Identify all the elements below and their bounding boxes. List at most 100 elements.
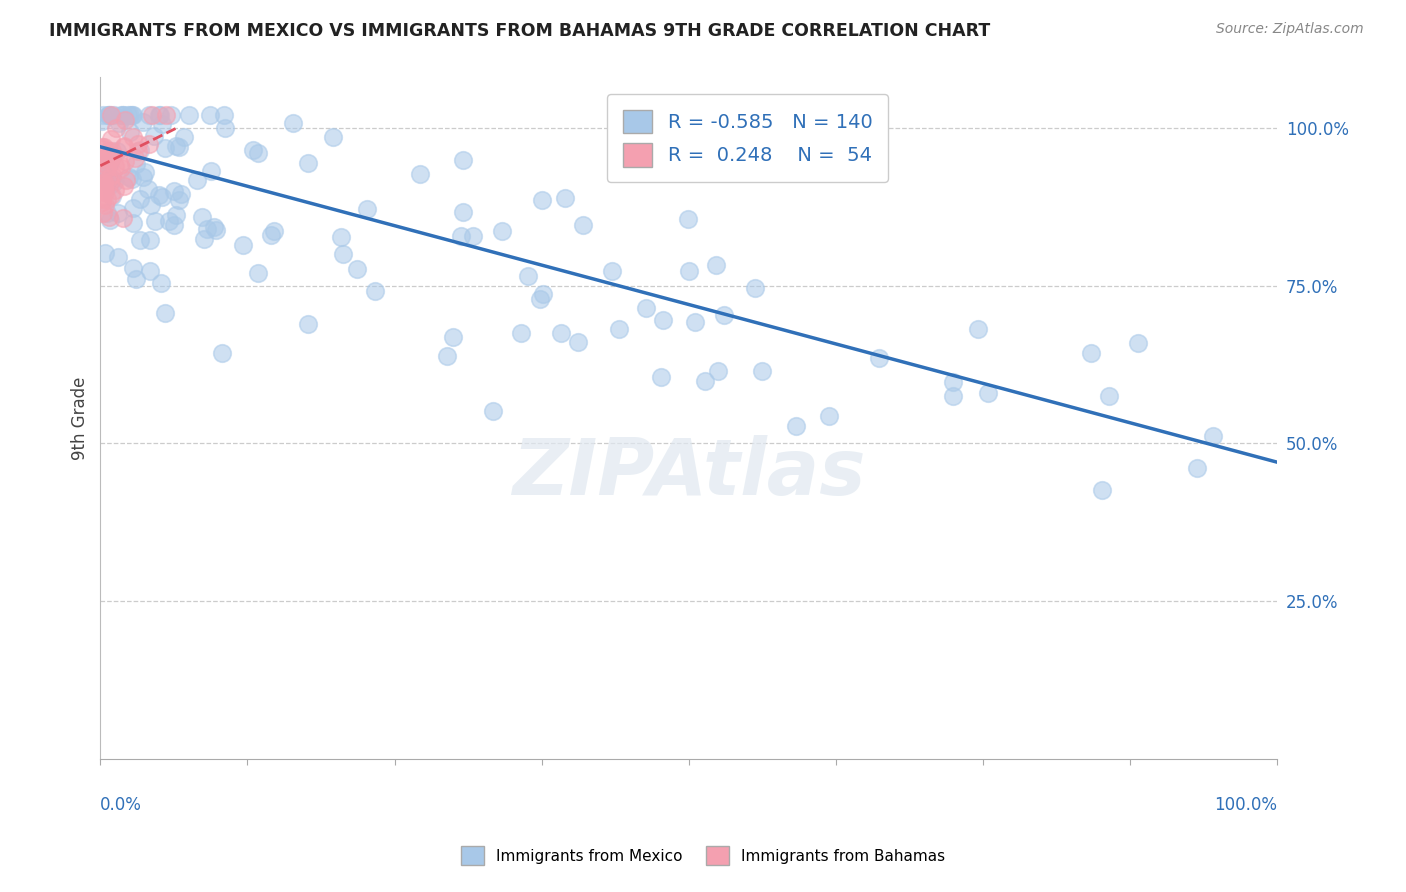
Point <box>97 172 120 186</box>
Point <box>97 108 120 122</box>
Point <box>112 108 135 122</box>
Point <box>242 143 264 157</box>
Point <box>260 227 283 242</box>
Point <box>200 164 222 178</box>
Point <box>98 147 121 161</box>
Point <box>110 108 132 122</box>
Y-axis label: 9th Grade: 9th Grade <box>72 376 89 459</box>
Text: 0.0%: 0.0% <box>100 797 142 814</box>
Point <box>332 247 354 261</box>
Point <box>93 149 115 163</box>
Point <box>134 165 156 179</box>
Point <box>125 272 148 286</box>
Point <box>330 229 353 244</box>
Point <box>167 140 190 154</box>
Point <box>451 153 474 167</box>
Point <box>96 161 118 175</box>
Point <box>195 222 218 236</box>
Point <box>100 174 122 188</box>
Point <box>114 173 136 187</box>
Point <box>118 125 141 139</box>
Legend: R = -0.585   N = 140, R =  0.248    N =  54: R = -0.585 N = 140, R = 0.248 N = 54 <box>607 94 889 182</box>
Text: ZIPAtlas: ZIPAtlas <box>512 434 866 510</box>
Point <box>138 108 160 122</box>
Point <box>744 281 766 295</box>
Point <box>707 364 730 378</box>
Point <box>136 182 159 196</box>
Point <box>94 186 117 200</box>
Point <box>101 189 124 203</box>
Point <box>121 108 143 122</box>
Point <box>114 112 136 127</box>
Point <box>198 108 221 122</box>
Point <box>128 143 150 157</box>
Point <box>163 184 186 198</box>
Point <box>105 144 128 158</box>
Point <box>163 218 186 232</box>
Point <box>118 169 141 184</box>
Point <box>529 292 551 306</box>
Point <box>153 141 176 155</box>
Point <box>281 116 304 130</box>
Point <box>232 238 254 252</box>
Point <box>103 175 125 189</box>
Point <box>246 266 269 280</box>
Text: IMMIGRANTS FROM MEXICO VS IMMIGRANTS FROM BAHAMAS 9TH GRADE CORRELATION CHART: IMMIGRANTS FROM MEXICO VS IMMIGRANTS FRO… <box>49 22 990 40</box>
Point <box>609 321 631 335</box>
Point <box>96 206 118 220</box>
Point <box>91 108 114 122</box>
Point <box>1185 461 1208 475</box>
Point <box>193 232 215 246</box>
Point <box>364 285 387 299</box>
Point <box>104 159 127 173</box>
Point <box>129 233 152 247</box>
Point <box>112 178 135 193</box>
Point <box>107 250 129 264</box>
Point <box>211 345 233 359</box>
Point <box>90 192 112 206</box>
Point <box>148 108 170 122</box>
Point <box>169 186 191 201</box>
Point <box>90 181 112 195</box>
Point <box>1126 336 1149 351</box>
Legend: Immigrants from Mexico, Immigrants from Bahamas: Immigrants from Mexico, Immigrants from … <box>456 840 950 871</box>
Point <box>93 180 115 194</box>
Point <box>124 156 146 170</box>
Point <box>510 326 533 340</box>
Point <box>676 211 699 226</box>
Point <box>202 219 225 234</box>
Point <box>98 178 121 193</box>
Point <box>91 206 114 220</box>
Point <box>93 182 115 196</box>
Point <box>90 195 112 210</box>
Point <box>408 167 430 181</box>
Point <box>297 156 319 170</box>
Point <box>121 108 143 122</box>
Point <box>110 161 132 175</box>
Point <box>101 172 124 186</box>
Point <box>785 418 807 433</box>
Point <box>482 404 505 418</box>
Point <box>149 276 172 290</box>
Point <box>165 139 187 153</box>
Point <box>98 108 121 122</box>
Point <box>139 198 162 212</box>
Point <box>572 218 595 232</box>
Point <box>112 138 135 153</box>
Point <box>148 188 170 202</box>
Point <box>98 176 121 190</box>
Point <box>96 158 118 172</box>
Point <box>94 156 117 170</box>
Point <box>461 229 484 244</box>
Point <box>179 108 201 122</box>
Point <box>1097 389 1119 403</box>
Point <box>93 140 115 154</box>
Point <box>107 205 129 219</box>
Point <box>155 108 177 122</box>
Point <box>90 142 112 156</box>
Point <box>139 233 162 247</box>
Point <box>129 192 152 206</box>
Point <box>98 144 121 158</box>
Point <box>214 108 236 122</box>
Point <box>1091 483 1114 497</box>
